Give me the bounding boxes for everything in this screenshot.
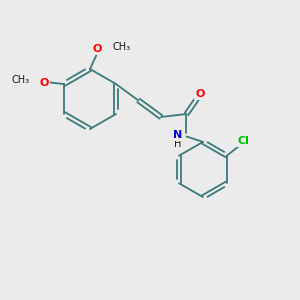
Text: O: O — [195, 89, 205, 100]
Text: H: H — [174, 139, 182, 149]
Text: CH₃: CH₃ — [112, 42, 130, 52]
Text: O: O — [40, 77, 49, 88]
Text: N: N — [173, 130, 183, 140]
Text: O: O — [93, 44, 102, 55]
Text: CH₃: CH₃ — [11, 75, 29, 85]
Text: Cl: Cl — [237, 136, 249, 146]
